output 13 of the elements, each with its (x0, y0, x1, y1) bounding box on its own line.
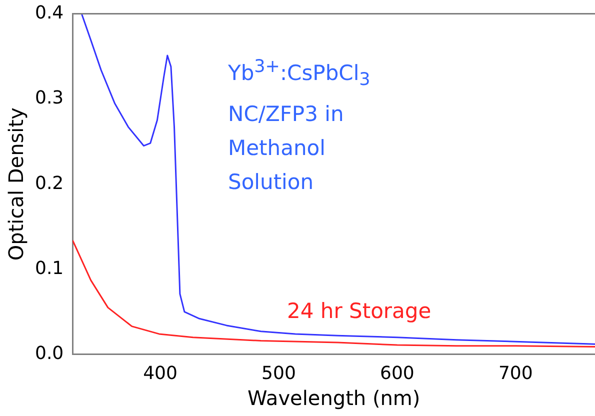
x-tick-label: 500 (262, 362, 296, 384)
y-tick-label: 0.2 (34, 172, 64, 194)
y-axis-title: Optical Density (4, 107, 28, 261)
y-tick-label: 0.1 (34, 258, 64, 279)
y-tick-label: 0.0 (34, 343, 64, 364)
x-tick-label: 400 (143, 362, 178, 384)
x-tick-label: 600 (380, 362, 414, 384)
text: Yb$^{3+}$:CsPbCl$_{3}$ NC/ZFP3 in Methanol Solution (228, 56, 372, 196)
x-tick-label: 700 (498, 362, 533, 384)
y-tick-label: 0.3 (34, 88, 64, 109)
y-tick-label: 0.4 (34, 2, 64, 24)
series-label: 24 hr Storage (287, 298, 432, 325)
x-axis-title: Wavelength (nm) (247, 386, 420, 410)
